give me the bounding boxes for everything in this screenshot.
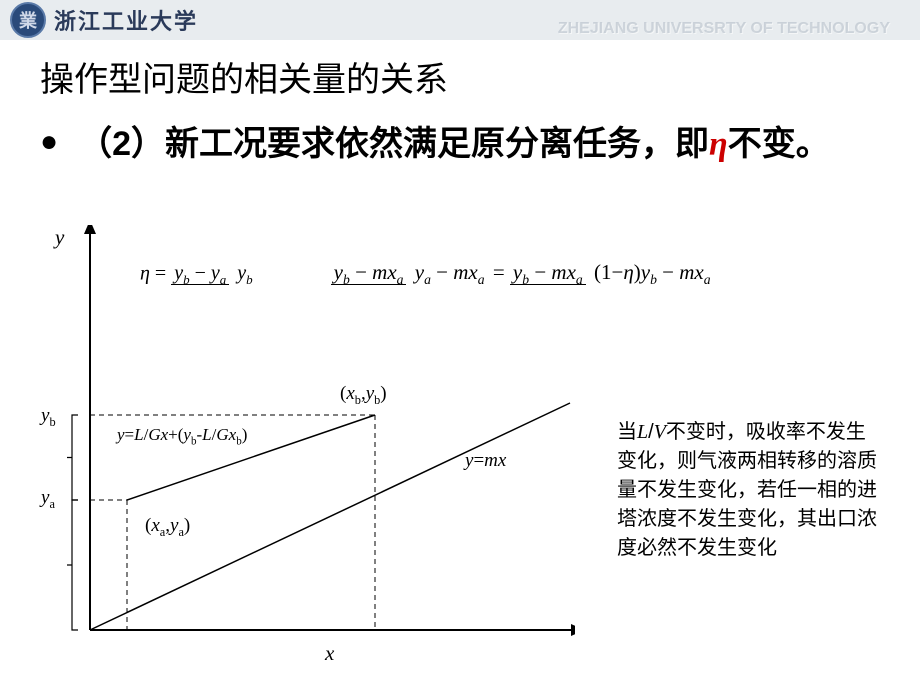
mx-label: y=mx [465, 450, 506, 472]
eta-symbol: η [709, 126, 728, 163]
yb-label: yb [41, 405, 56, 430]
university-name-en: ZHEJIANG UNIVERSRTY OF TECHNOLOGY [558, 20, 890, 38]
logo-char: 業 [19, 7, 37, 33]
chart-svg [35, 225, 575, 665]
slide-content: 操作型问题的相关量的关系 ● （2）新工况要求依然满足原分离任务，即η不变。 [0, 40, 920, 181]
opline-label: y=L/Gx+(yb-L/Gxb) [117, 425, 247, 447]
subtitle: （2）新工况要求依然满足原分离任务，即η不变。 [78, 121, 830, 169]
university-logo: 業 [10, 2, 46, 38]
slide-title: 操作型问题的相关量的关系 [40, 52, 880, 101]
point-b-label: (xb,yb) [340, 383, 387, 408]
ya-label: ya [41, 487, 55, 512]
subtitle-prefix: （2）新工况要求依然满足原分离任务，即 [78, 125, 709, 163]
slide-header: 業 浙江工业大学 ZHEJIANG UNIVERSRTY OF TECHNOLO… [0, 0, 920, 40]
chart: y x yb ya (xa,ya) (xb,yb) y=L/Gx+(yb-L/G… [35, 225, 575, 665]
university-name-cn: 浙江工业大学 [54, 4, 198, 36]
point-a-label: (xa,ya) [145, 515, 190, 540]
bullet-icon: ● [40, 127, 58, 157]
y-axis-label: y [55, 225, 64, 250]
subtitle-suffix: 不变。 [728, 125, 830, 163]
x-axis-label: x [325, 641, 334, 666]
bullet-row: ● （2）新工况要求依然满足原分离任务，即η不变。 [40, 121, 880, 169]
explanation-text: 当L/V不变时，吸收率不发生变化，则气液两相转移的溶质量不发生变化，若任一相的进… [617, 418, 885, 563]
